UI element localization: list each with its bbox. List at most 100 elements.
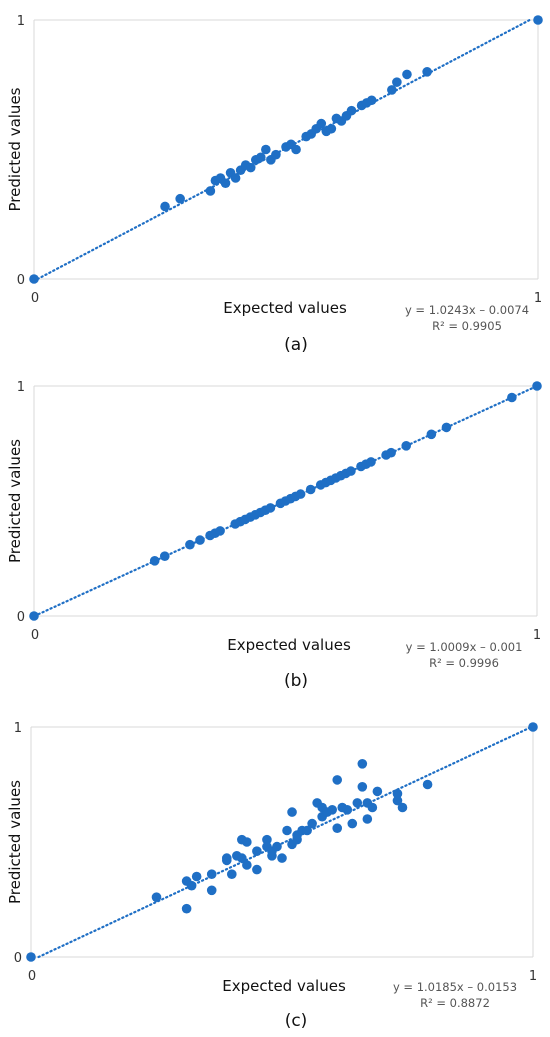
r-squared-label: R² = 0.9996 — [429, 656, 499, 670]
data-point — [392, 795, 403, 806]
data-point — [346, 466, 356, 476]
trendline-equation: y = 1.0243x – 0.0074 — [405, 303, 529, 317]
data-point — [181, 903, 192, 914]
data-point — [271, 149, 281, 160]
data-point — [206, 869, 217, 879]
data-point — [175, 193, 185, 204]
data-point — [230, 173, 241, 183]
data-point — [441, 422, 452, 433]
data-point — [262, 834, 272, 845]
x-tick-label: 0 — [28, 969, 36, 984]
data-point — [372, 786, 383, 797]
y-axis-title: Predicted values — [6, 439, 24, 563]
data-point — [160, 201, 170, 212]
data-point — [252, 864, 262, 875]
x-axis-title: Expected values — [223, 299, 347, 317]
data-point — [185, 539, 195, 550]
data-point — [26, 952, 36, 962]
r-squared-label: R² = 0.8872 — [420, 996, 490, 1010]
data-point — [392, 788, 403, 799]
data-point — [422, 67, 432, 77]
data-point — [295, 489, 306, 499]
trendline-equation: y = 1.0185x – 0.0153 — [393, 980, 517, 994]
data-point — [402, 69, 412, 80]
data-point — [357, 759, 368, 769]
y-tick-label: 1 — [14, 721, 22, 736]
data-point — [302, 825, 312, 836]
data-point — [227, 869, 237, 879]
data-point — [528, 722, 538, 732]
y-tick-label: 0 — [17, 610, 25, 625]
data-point — [532, 381, 542, 391]
data-point — [332, 775, 343, 785]
data-point — [305, 484, 316, 495]
data-point — [347, 818, 358, 829]
data-point — [346, 105, 357, 116]
data-point — [507, 392, 517, 403]
chart-caption: (b) — [284, 671, 308, 691]
data-point — [316, 118, 327, 129]
data-point — [533, 15, 543, 25]
data-point — [366, 457, 376, 467]
data-point — [332, 823, 343, 833]
y-axis-title: Predicted values — [6, 780, 24, 904]
x-tick-label: 0 — [31, 291, 39, 306]
data-point — [287, 807, 297, 817]
trendline — [37, 725, 533, 959]
data-point — [362, 814, 373, 824]
data-point — [149, 556, 160, 566]
data-point — [261, 144, 271, 155]
y-tick-label: 1 — [17, 14, 25, 29]
data-point — [215, 526, 225, 536]
data-point — [327, 805, 338, 815]
data-point — [221, 855, 232, 866]
chart-caption: (c) — [285, 1011, 308, 1031]
data-point — [426, 429, 437, 440]
x-tick-label: 0 — [31, 628, 39, 643]
data-point — [367, 802, 378, 813]
data-point — [29, 274, 39, 284]
r-squared-label: R² = 0.9905 — [432, 319, 502, 333]
data-point — [392, 77, 402, 87]
trendline-equation: y = 1.0009x – 0.001 — [406, 640, 523, 654]
data-point — [29, 611, 39, 621]
data-point — [272, 841, 282, 852]
data-point — [242, 860, 252, 870]
data-point — [326, 123, 337, 134]
data-point — [282, 825, 292, 836]
y-tick-label: 1 — [17, 380, 25, 395]
y-axis-title: Predicted values — [6, 87, 24, 211]
data-point — [386, 447, 396, 458]
data-point — [255, 152, 266, 163]
data-point — [252, 846, 262, 856]
data-point — [357, 782, 368, 792]
data-point — [342, 805, 353, 815]
data-point — [352, 798, 363, 808]
data-point — [159, 551, 170, 561]
y-tick-label: 0 — [14, 951, 22, 966]
data-point — [205, 186, 216, 196]
x-tick-label: 1 — [534, 291, 542, 306]
data-point — [186, 880, 197, 891]
data-point — [151, 892, 162, 902]
x-tick-label: 1 — [533, 628, 541, 643]
data-point — [242, 837, 252, 847]
data-point — [307, 818, 317, 829]
data-point — [397, 802, 408, 813]
data-point — [220, 178, 231, 188]
data-point — [387, 85, 397, 95]
data-point — [245, 162, 256, 173]
data-point — [191, 871, 202, 882]
data-point — [265, 503, 276, 513]
data-point — [401, 441, 412, 451]
x-axis-title: Expected values — [227, 636, 351, 654]
data-point — [422, 779, 433, 790]
data-point — [366, 95, 377, 106]
data-point — [277, 853, 287, 863]
chart-caption: (a) — [284, 335, 308, 355]
x-tick-label: 1 — [529, 969, 537, 984]
y-tick-label: 0 — [17, 273, 25, 288]
x-axis-title: Expected values — [222, 977, 346, 995]
data-point — [237, 853, 247, 863]
